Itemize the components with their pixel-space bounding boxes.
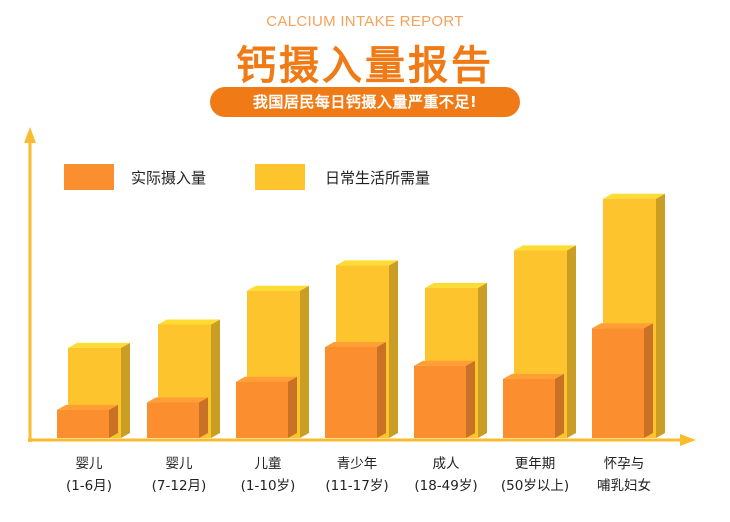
- bar-actual-6-top: [592, 323, 653, 329]
- bar-actual-3-top: [325, 341, 386, 347]
- category-label-3-line-0: 青少年: [336, 456, 378, 472]
- bar-actual-1-side: [199, 397, 208, 438]
- bar-actual-4-side: [466, 360, 475, 438]
- bar-actual-1: [147, 402, 199, 438]
- bar-required-0-top: [68, 342, 130, 348]
- x-axis-arrow: [680, 434, 696, 446]
- bar-required-2-side: [300, 285, 309, 438]
- category-label-4-line-0: 成人: [432, 456, 460, 472]
- bar-actual-4-top: [414, 360, 475, 366]
- bar-actual-5-side: [555, 373, 564, 438]
- category-label-1-line-1: (7-12月): [151, 478, 207, 494]
- bar-actual-0-top: [57, 404, 118, 410]
- category-label-0-line-0: 婴儿: [75, 456, 103, 472]
- bar-actual-2-top: [236, 376, 297, 382]
- bar-actual-4: [414, 365, 466, 438]
- category-label-5-line-1: (50岁以上): [500, 478, 570, 494]
- bar-required-5-top: [514, 245, 576, 251]
- legend-swatch-required: [255, 164, 305, 190]
- category-label-2-line-1: (1-10岁): [240, 478, 296, 494]
- category-label-1-line-0: 婴儿: [165, 456, 193, 472]
- bar-actual-6-side: [644, 323, 653, 438]
- category-label-2-line-0: 儿童: [254, 456, 282, 472]
- bar-actual-1-top: [147, 397, 208, 403]
- bar-actual-5-top: [503, 373, 564, 379]
- bar-actual-0-side: [109, 404, 118, 438]
- category-label-6-line-1: 哺乳妇女: [597, 478, 651, 494]
- bar-actual-5: [503, 378, 555, 438]
- legend-label-actual: 实际摄入量: [131, 169, 207, 187]
- category-label-4-line-1: (18-49岁): [414, 478, 478, 494]
- legend-swatch-actual: [64, 164, 114, 190]
- category-label-5-line-0: 更年期: [514, 456, 556, 472]
- bar-required-2-top: [247, 285, 309, 291]
- category-label-0-line-1: (1-6月): [65, 478, 113, 494]
- bar-required-4-side: [478, 282, 487, 438]
- bar-required-1-top: [158, 319, 220, 325]
- y-axis-arrow: [24, 127, 36, 143]
- bar-required-4-top: [425, 282, 487, 288]
- legend-label-required: 日常生活所需量: [325, 169, 431, 187]
- headline-banner: 我国居民每日钙摄入量严重不足!: [210, 87, 520, 117]
- category-label-3-line-1: (11-17岁): [325, 478, 389, 494]
- bar-actual-3-side: [377, 341, 386, 438]
- bar-required-6-side: [656, 193, 665, 438]
- bar-required-3-side: [389, 260, 398, 438]
- bar-actual-6: [592, 328, 644, 438]
- category-label-6-line-0: 怀孕与: [603, 456, 645, 472]
- bar-actual-3: [325, 346, 377, 438]
- bar-actual-2-side: [288, 376, 297, 438]
- bar-required-5-side: [567, 245, 576, 438]
- bar-required-3-top: [336, 260, 398, 266]
- bar-required-1-side: [211, 319, 220, 438]
- bar-required-0-side: [121, 342, 130, 438]
- bar-actual-0: [57, 409, 109, 438]
- page-title: 钙摄入量报告: [236, 43, 494, 89]
- subtitle-en: CALCIUM INTAKE REPORT: [266, 13, 464, 30]
- bar-actual-2: [236, 381, 288, 438]
- bar-required-6-top: [603, 193, 665, 199]
